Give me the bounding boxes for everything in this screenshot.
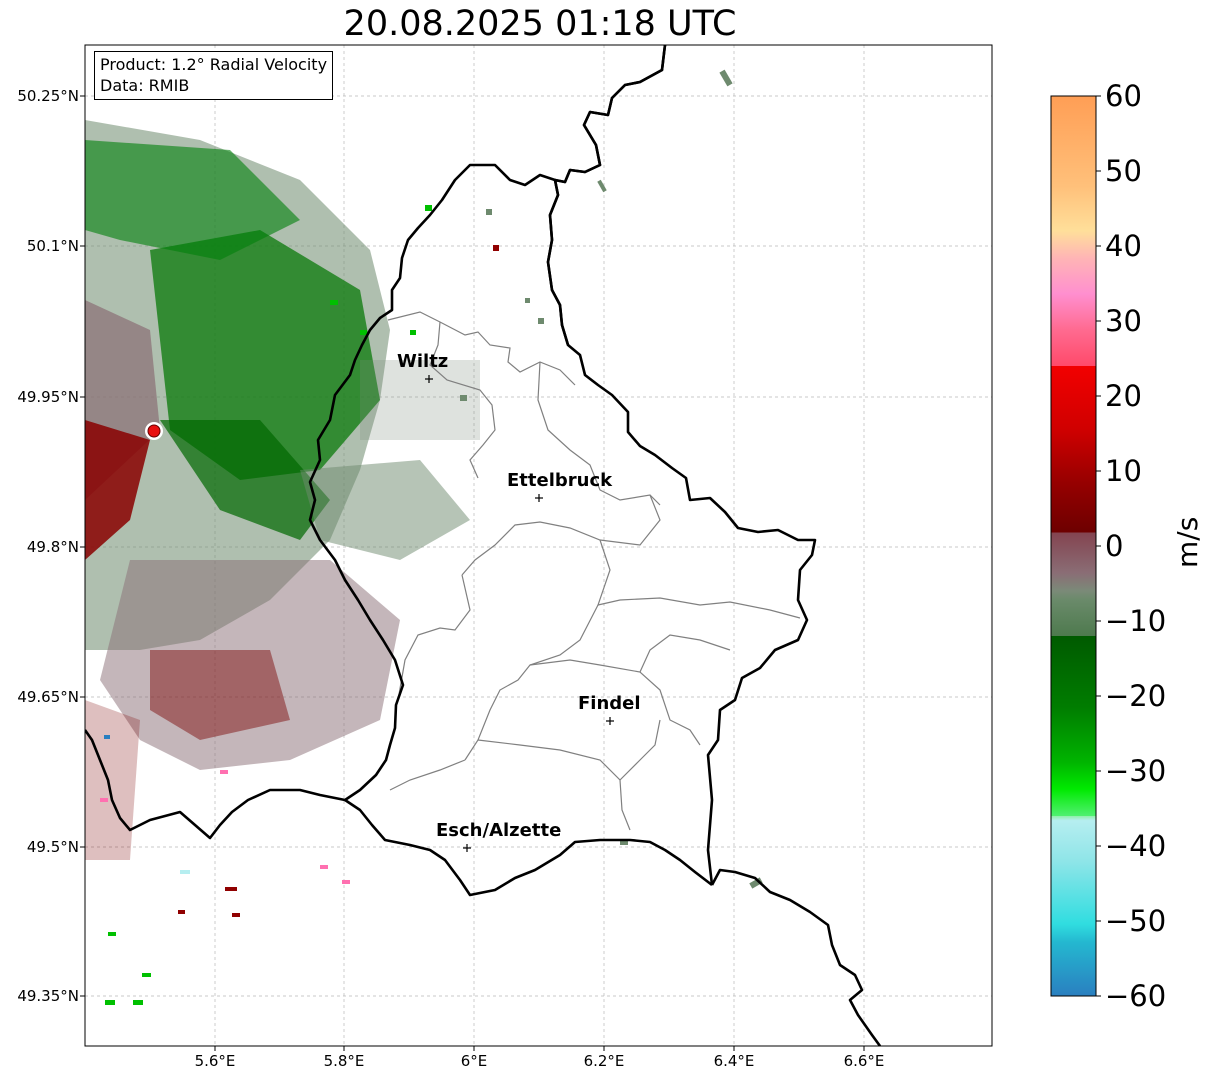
colorbar-tick-label: −60	[1105, 979, 1167, 1013]
colorbar-tick-label: −10	[1105, 604, 1167, 638]
lat-label: 49.95°N	[17, 388, 79, 406]
lat-label: 49.5°N	[26, 838, 79, 856]
lon-label: 6.2°E	[583, 1052, 625, 1070]
lat-label: 50.25°N	[17, 87, 79, 105]
colorbar-tick-label: −50	[1105, 904, 1167, 938]
plot-frame	[84, 44, 993, 1047]
lon-label: 6.4°E	[713, 1052, 755, 1070]
colorbar-tick-label: −30	[1105, 754, 1167, 788]
colorbar-tick-label: −40	[1105, 829, 1167, 863]
product-info-box: Product: 1.2° Radial Velocity Data: RMIB	[94, 51, 334, 100]
lat-label: 49.8°N	[26, 538, 79, 556]
colorbar-unit-label: m/s	[1171, 516, 1204, 568]
city-label-esch-alzette: Esch/Alzette	[436, 820, 562, 841]
lon-label: 5.6°E	[194, 1052, 236, 1070]
colorbar-tick-label: 50	[1105, 154, 1142, 188]
product-label: Product: 1.2° Radial Velocity	[100, 55, 328, 74]
colorbar-ticks	[1096, 95, 1101, 997]
lat-label: 49.65°N	[17, 688, 79, 706]
colorbar-tick-label: 10	[1105, 454, 1142, 488]
lon-label: 6.6°E	[843, 1052, 885, 1070]
colorbar-tick-label: 20	[1105, 379, 1142, 413]
canton-borders	[387, 311, 801, 831]
colorbar	[1050, 95, 1097, 997]
colorbar-tick-label: −20	[1105, 679, 1167, 713]
country-borders	[85, 45, 882, 1046]
colorbar-tick-label: 40	[1105, 229, 1142, 263]
data-source-label: Data: RMIB	[100, 76, 190, 95]
colorbar-tick-label: 60	[1105, 79, 1142, 113]
lon-label: 5.8°E	[323, 1052, 365, 1070]
lat-label: 49.35°N	[17, 987, 79, 1005]
lon-label: 6°E	[460, 1052, 488, 1070]
map-title: 20.08.2025 01:18 UTC	[343, 4, 737, 44]
city-markers	[425, 375, 614, 852]
colorbar-tick-label: 30	[1105, 304, 1142, 338]
colorbar-tick-label: 0	[1105, 529, 1124, 563]
radar-site-marker	[147, 424, 161, 438]
city-label-wiltz: Wiltz	[397, 351, 449, 372]
city-label-findel: Findel	[578, 693, 641, 714]
radar-echoes	[85, 69, 763, 1005]
lat-label: 50.1°N	[26, 237, 79, 255]
axis-ticks	[80, 95, 865, 1051]
city-label-ettelbruck: Ettelbruck	[507, 470, 613, 491]
